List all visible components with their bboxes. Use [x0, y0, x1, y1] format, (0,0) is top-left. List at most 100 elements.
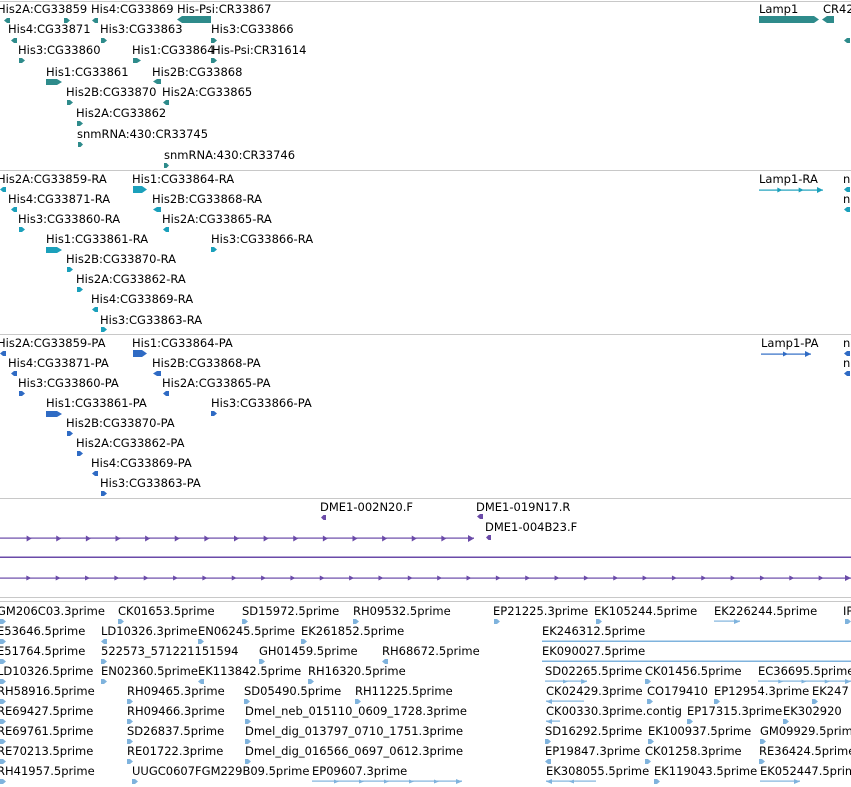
feature-span-glyph[interactable]	[0, 535, 474, 542]
feature-arrow-glyph[interactable]	[844, 207, 850, 212]
feature-label[interactable]: His2B:CG33870	[66, 85, 157, 99]
feature-arrow-glyph[interactable]	[118, 619, 124, 624]
feature-label[interactable]: His2A:CG33859-RA	[0, 172, 107, 186]
feature-arrow-glyph[interactable]	[477, 514, 483, 519]
feature-span-glyph[interactable]	[714, 619, 740, 624]
feature-arrow-glyph[interactable]	[353, 619, 359, 624]
feature-label[interactable]: RH68672.5prime	[382, 644, 480, 658]
feature-label[interactable]: His3:CG33860-PA	[18, 376, 119, 390]
feature-label[interactable]: His1:CG33864	[132, 43, 215, 57]
feature-arrow-glyph[interactable]	[164, 163, 169, 168]
feature-label[interactable]: His4:CG33869-PA	[91, 456, 192, 470]
feature-arrow-glyph[interactable]	[133, 350, 147, 357]
feature-arrow-glyph[interactable]	[844, 371, 850, 376]
feature-label[interactable]: RE69427.5prime	[0, 704, 94, 718]
feature-arrow-glyph[interactable]	[77, 287, 83, 292]
feature-label[interactable]: RH09465.3prime	[127, 684, 225, 698]
feature-label[interactable]: Lamp1-PA	[761, 336, 819, 350]
feature-label[interactable]: His1:CG33861	[46, 65, 129, 79]
feature-label[interactable]: RE69761.5prime	[0, 724, 94, 738]
feature-label[interactable]: His2B:CG33870-RA	[66, 252, 176, 266]
feature-arrow-glyph[interactable]	[355, 699, 361, 704]
feature-label[interactable]: RH09532.5prime	[353, 604, 451, 618]
feature-arrow-glyph[interactable]	[46, 247, 62, 253]
feature-label[interactable]: EK105244.5prime	[594, 604, 698, 618]
feature-arrow-glyph[interactable]	[19, 58, 25, 63]
feature-arrow-glyph[interactable]	[596, 619, 602, 624]
feature-label[interactable]: EK052447.5prime	[760, 764, 851, 778]
feature-label[interactable]: His4:CG33871-RA	[8, 192, 111, 206]
feature-arrow-glyph[interactable]	[645, 759, 651, 764]
feature-arrow-glyph[interactable]	[127, 739, 133, 744]
feature-label[interactable]: His2B:CG33868-RA	[152, 192, 262, 206]
feature-label[interactable]: snmRNA:430:CR33746	[164, 148, 296, 162]
feature-label[interactable]: RH58916.5prime	[0, 684, 95, 698]
feature-arrow-glyph[interactable]	[198, 679, 204, 684]
feature-label[interactable]: His3:CG33866-RA	[211, 232, 314, 246]
feature-label[interactable]: His2B:CG33868-PA	[152, 356, 261, 370]
feature-label[interactable]: LD10326.5prime	[0, 664, 94, 678]
feature-span-glyph[interactable]	[760, 779, 800, 784]
feature-arrow-glyph[interactable]	[163, 391, 169, 396]
feature-label[interactable]: Lamp1	[759, 2, 799, 16]
feature-arrow-glyph[interactable]	[687, 719, 693, 724]
feature-label[interactable]: His2A:CG33862-PA	[76, 436, 185, 450]
feature-arrow-glyph[interactable]	[211, 411, 217, 416]
feature-arrow-glyph[interactable]	[812, 699, 818, 704]
feature-arrow-glyph[interactable]	[245, 759, 251, 764]
feature-span-glyph[interactable]	[545, 679, 587, 684]
feature-arrow-glyph[interactable]	[0, 699, 6, 704]
feature-arrow-glyph[interactable]	[77, 451, 83, 456]
feature-arrow-glyph[interactable]	[153, 79, 161, 84]
feature-arrow-glyph[interactable]	[163, 227, 169, 232]
feature-label[interactable]: EN02360.5prime	[101, 664, 198, 678]
feature-arrow-glyph[interactable]	[127, 699, 133, 704]
feature-label[interactable]: His3:CG33863-PA	[100, 476, 201, 490]
feature-label[interactable]: EK090027.5prime	[542, 644, 646, 658]
feature-label[interactable]: His3:CG33860-RA	[18, 212, 121, 226]
feature-label[interactable]: EP09607.3prime	[312, 764, 408, 778]
feature-label[interactable]: His3:CG33863	[100, 22, 183, 36]
feature-arrow-glyph[interactable]	[133, 186, 147, 193]
feature-span-glyph[interactable]	[761, 351, 811, 357]
feature-label[interactable]: GH01459.5prime	[259, 644, 358, 658]
feature-label[interactable]: EK247	[812, 684, 849, 698]
feature-label[interactable]: n	[843, 192, 851, 206]
feature-label[interactable]: IP	[843, 604, 851, 618]
feature-label[interactable]: CK01258.3prime	[645, 744, 742, 758]
feature-arrow-glyph[interactable]	[92, 471, 98, 476]
feature-arrow-glyph[interactable]	[153, 207, 161, 212]
feature-label[interactable]: RH09466.3prime	[127, 704, 225, 718]
feature-label[interactable]: n	[843, 356, 851, 370]
feature-arrow-glyph[interactable]	[11, 371, 17, 376]
feature-label[interactable]: LD10326.3prime	[101, 624, 198, 638]
feature-arrow-glyph[interactable]	[211, 38, 217, 43]
feature-arrow-glyph[interactable]	[67, 267, 73, 272]
feature-span-glyph[interactable]	[542, 660, 851, 662]
feature-arrow-glyph[interactable]	[654, 779, 660, 784]
feature-label[interactable]: His3:CG33866	[211, 22, 294, 36]
feature-arrow-glyph[interactable]	[127, 719, 133, 724]
feature-label[interactable]: EK113842.5prime	[198, 664, 302, 678]
feature-arrow-glyph[interactable]	[0, 679, 6, 684]
feature-label[interactable]: RE70213.5prime	[0, 744, 94, 758]
feature-arrow-glyph[interactable]	[177, 16, 211, 23]
feature-label[interactable]: His2A:CG33865-RA	[162, 212, 272, 226]
feature-arrow-glyph[interactable]	[647, 699, 653, 704]
feature-label[interactable]: His2A:CG33865	[162, 85, 253, 99]
feature-label[interactable]: EC36695.5prime	[758, 664, 851, 678]
feature-span-glyph[interactable]	[0, 556, 851, 558]
feature-label[interactable]: Dmel_neb_015110_0609_1728.3prime	[245, 704, 467, 718]
feature-label[interactable]: His3:CG33860	[18, 43, 101, 57]
feature-label[interactable]: CO179410	[647, 684, 708, 698]
feature-label[interactable]: EK226244.5prime	[714, 604, 818, 618]
feature-label[interactable]: EK308055.5prime	[546, 764, 650, 778]
feature-arrow-glyph[interactable]	[78, 142, 83, 147]
feature-label[interactable]: His4:CG33871	[8, 22, 91, 36]
feature-label[interactable]: EP12954.3prime	[714, 684, 810, 698]
feature-arrow-glyph[interactable]	[0, 187, 6, 192]
feature-arrow-glyph[interactable]	[211, 247, 217, 252]
feature-arrow-glyph[interactable]	[92, 18, 98, 23]
feature-arrow-glyph[interactable]	[11, 38, 17, 43]
feature-label[interactable]: DME1-004B23.F	[485, 520, 578, 534]
